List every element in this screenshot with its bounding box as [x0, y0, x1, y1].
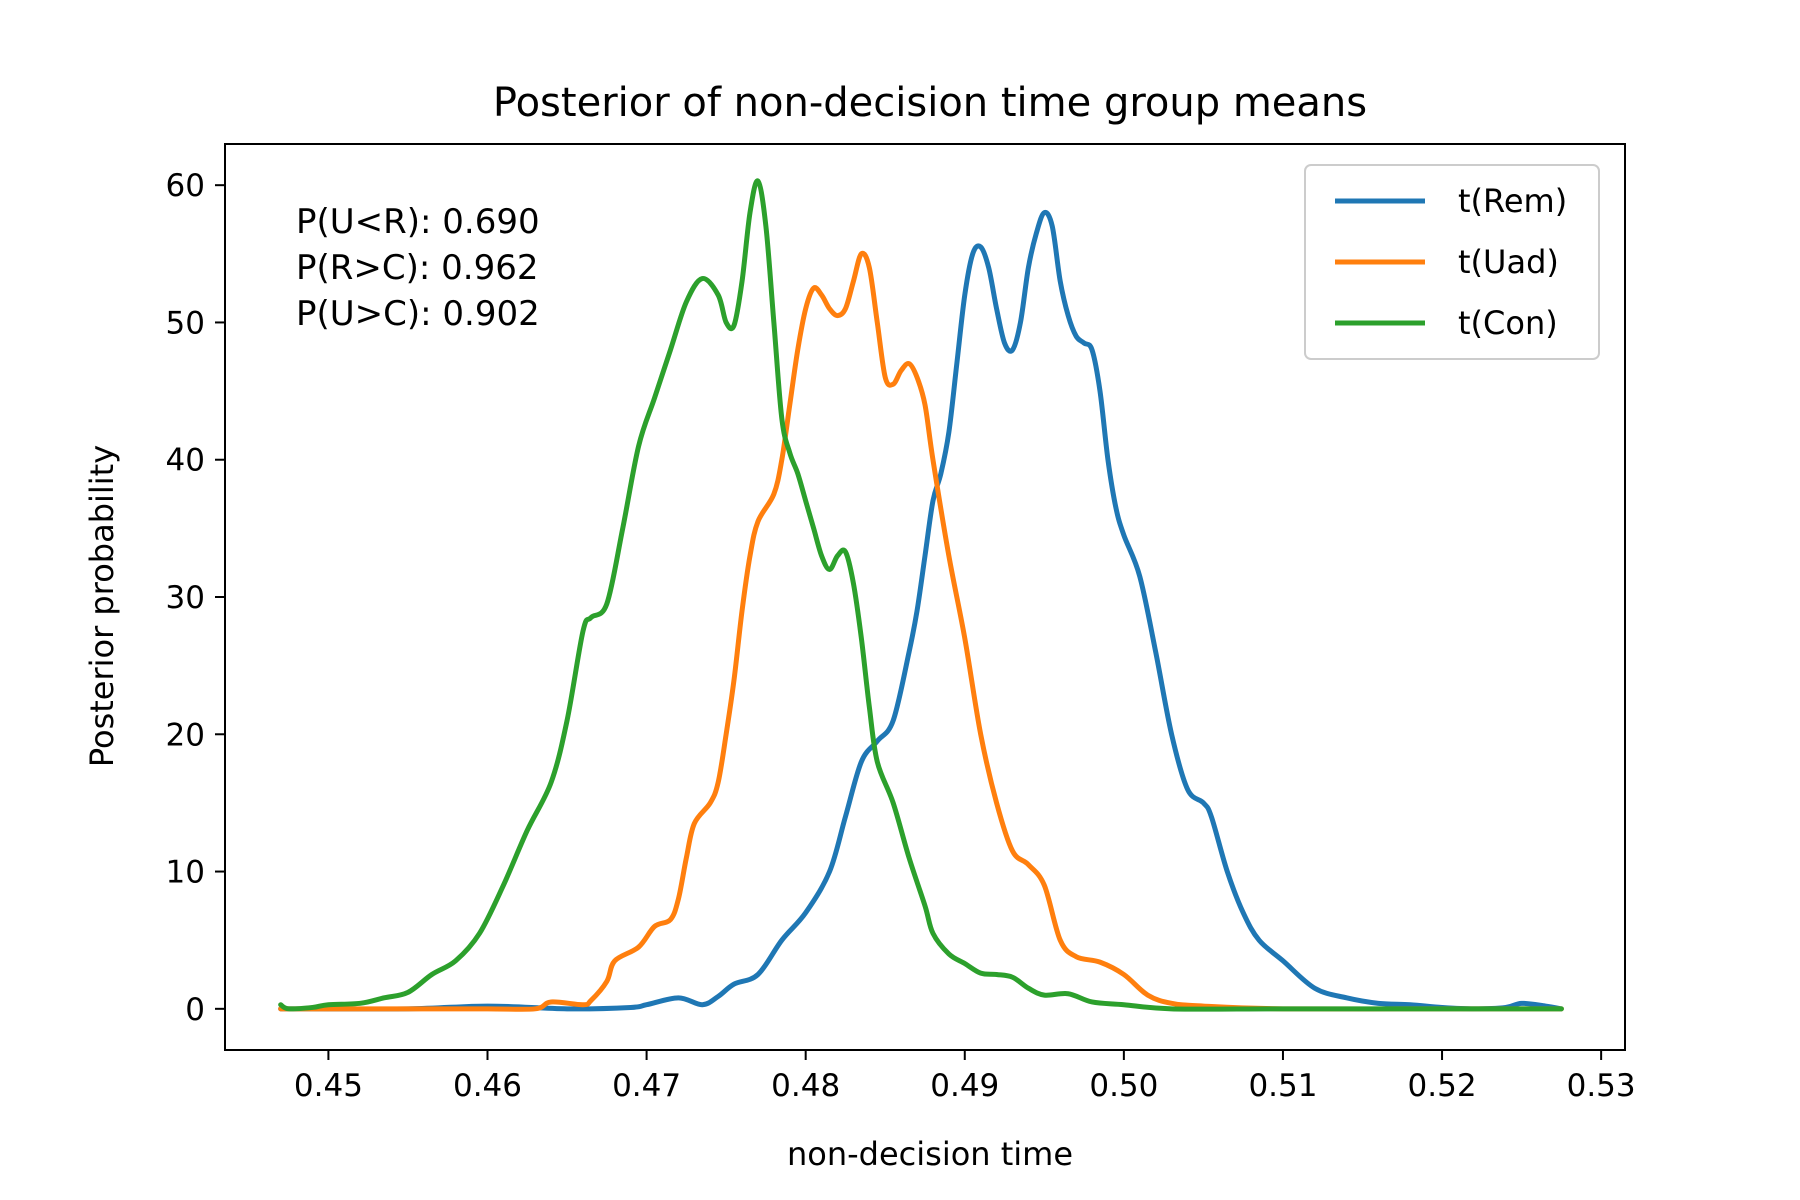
y-tick-label: 60: [166, 168, 205, 204]
annotation-p-r-greater-c: P(R>C): 0.962: [296, 248, 538, 288]
legend-label: t(Rem): [1458, 182, 1567, 220]
series-lines: [278, 178, 1564, 1012]
annotation-block: P(U<R): 0.690 P(R>C): 0.962 P(U>C): 0.90…: [296, 202, 540, 334]
y-tick-label: 30: [166, 580, 205, 616]
y-tick-label: 10: [166, 855, 205, 891]
x-tick-label: 0.50: [1089, 1068, 1158, 1104]
x-tick-label: 0.51: [1248, 1068, 1317, 1104]
x-tick-label: 0.45: [294, 1068, 363, 1104]
y-tick-label: 50: [166, 305, 205, 341]
annotation-p-u-less-r: P(U<R): 0.690: [296, 202, 540, 242]
y-tick-label: 0: [185, 992, 205, 1028]
y-axis-ticks: 0 10 20 30 40 50 60: [166, 168, 225, 1028]
legend-label: t(Uad): [1458, 243, 1559, 281]
series-line-tuad: [278, 250, 1564, 1012]
legend-box: [1304, 164, 1600, 360]
x-tick-label: 0.47: [612, 1068, 681, 1104]
y-tick-label: 40: [166, 443, 205, 479]
chart-title: Posterior of non-decision time group mea…: [493, 80, 1367, 126]
legend: t(Rem) t(Uad) t(Con): [1304, 164, 1600, 360]
x-tick-label: 0.49: [930, 1068, 999, 1104]
x-tick-label: 0.53: [1567, 1068, 1636, 1104]
plot-frame: [224, 143, 1626, 1051]
x-tick-label: 0.46: [453, 1068, 522, 1104]
y-tick-label: 20: [166, 717, 205, 753]
x-axis-label: non-decision time: [787, 1135, 1073, 1173]
y-axis-label: Posterior probability: [83, 445, 121, 767]
x-tick-label: 0.48: [771, 1068, 840, 1104]
series-line-trem: [278, 209, 1564, 1012]
x-axis-ticks: 0.45 0.46 0.47 0.48 0.49 0.50 0.51 0.52 0.53: [294, 1050, 1636, 1104]
legend-label: t(Con): [1458, 304, 1558, 342]
series-line-tcon: [278, 178, 1564, 1012]
x-tick-label: 0.52: [1408, 1068, 1477, 1104]
annotation-p-u-greater-c: P(U>C): 0.902: [296, 294, 540, 334]
